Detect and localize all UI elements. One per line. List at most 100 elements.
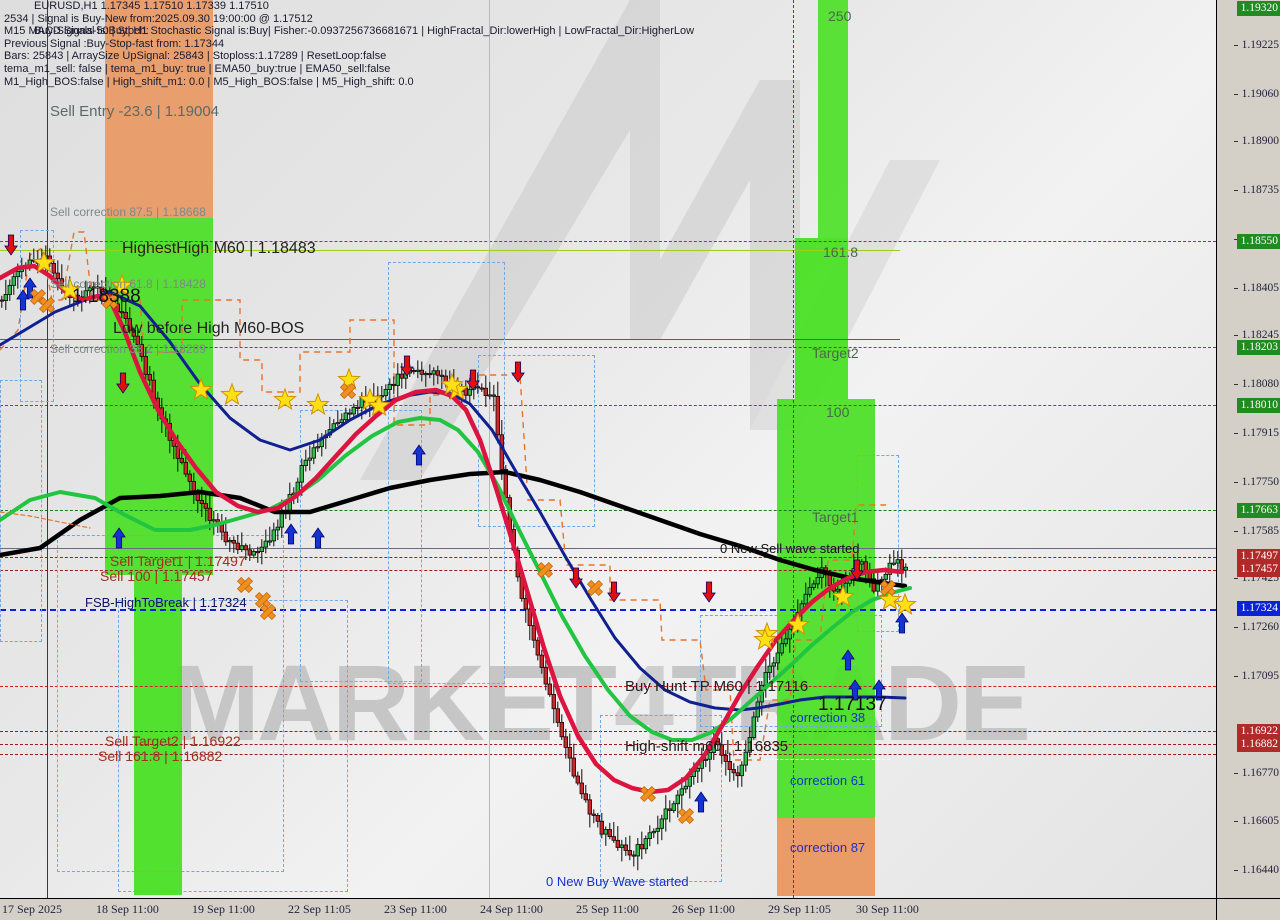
- price-tick: 1.16440: [1233, 864, 1279, 876]
- annotation-sell-entry: Sell Entry -23.6 | 1.19004: [50, 103, 219, 120]
- sell-arrow-icon: [466, 369, 480, 391]
- price-tick: 1.16605: [1233, 815, 1279, 827]
- price-pill-1-18203[interactable]: 1.18203: [1236, 340, 1280, 355]
- zone-buy-green-left-low: [134, 575, 182, 895]
- signal-star-icon: [189, 377, 213, 401]
- tick-dash: [1233, 384, 1238, 386]
- price-pill-1-17497[interactable]: 1.17497: [1236, 549, 1280, 564]
- annotation-fsb-high-to-break: FSB-HighToBreak | 1.17324: [85, 595, 247, 610]
- tick-dash: [1233, 141, 1238, 143]
- zone-sell-orange-left: [105, 0, 213, 218]
- buy-arrow-icon: [694, 791, 708, 813]
- annotation-new-sell-wave: 0 New Sell wave started: [720, 541, 860, 556]
- zone-buy-green-right-mid: [795, 238, 848, 399]
- time-tick: 18 Sep 11:00: [96, 902, 159, 916]
- tick-dash: [1233, 870, 1238, 872]
- price-pill-1-18550[interactable]: 1.18550: [1236, 234, 1280, 249]
- exit-cross-icon: [677, 807, 695, 825]
- tick-dash: [1233, 239, 1238, 241]
- signal-star-icon: [753, 627, 777, 651]
- price-scale[interactable]: 1.192251.190601.189001.187351.185701.184…: [1216, 0, 1280, 898]
- signal-star-icon: [32, 250, 56, 274]
- price-tick: 1.17915: [1233, 427, 1279, 439]
- header-line-1: 2534 | Signal is Buy-New from:2025.09.30…: [4, 12, 313, 25]
- signal-star-icon: [306, 392, 330, 416]
- buy-arrow-icon: [23, 277, 37, 299]
- signal-star-icon: [440, 372, 464, 396]
- candlestick-series: [0, 245, 908, 871]
- tick-dash: [1233, 772, 1238, 774]
- price-pill-1-16882[interactable]: 1.16882: [1236, 737, 1280, 752]
- exit-cross-icon: [639, 785, 657, 803]
- annotation-sell-correction-382: Sell correction 38.2 | 1.18289: [50, 342, 206, 356]
- sell-arrow-icon: [400, 355, 414, 377]
- price-tick: 1.19060: [1233, 88, 1279, 100]
- annotation-sell-target1: Sell Target1 | 1.17497: [110, 553, 246, 569]
- price-pill-1-17324[interactable]: 1.17324: [1236, 601, 1280, 616]
- signal-star-icon: [58, 277, 82, 301]
- channel-box-9: [0, 380, 42, 642]
- tick-dash: [1233, 93, 1238, 95]
- time-tick: 26 Sep 11:00: [672, 902, 735, 916]
- ma-orange-thin: [0, 511, 91, 529]
- price-tick: 1.18405: [1233, 282, 1279, 294]
- exit-cross-icon: [879, 579, 897, 597]
- price-pill-1-19320[interactable]: 1.19320: [1236, 1, 1280, 16]
- annotation-highest-high: HighestHigh M60 | 1.18483: [122, 240, 316, 257]
- buy-arrow-icon: [895, 612, 909, 634]
- level-1-16835: [0, 754, 1216, 755]
- price-pill-1-16922[interactable]: 1.16922: [1236, 724, 1280, 739]
- channel-box-1: [57, 535, 284, 872]
- annotation-sell-correction-875: Sell correction 87.5 | 1.18668: [50, 205, 206, 219]
- time-tick: 22 Sep 11:05: [288, 902, 351, 916]
- vline-session-2: [489, 0, 490, 898]
- sell-arrow-icon: [850, 559, 864, 581]
- exit-cross-icon: [236, 576, 254, 594]
- signal-star-icon: [220, 382, 244, 406]
- channel-box-8: [857, 455, 899, 632]
- signal-star-icon: [358, 387, 382, 411]
- level-1-17457: [0, 570, 1216, 571]
- annotation-zone-target1: Target1: [812, 509, 859, 525]
- time-axis[interactable]: 17 Sep 2025 18 Sep 11:00 19 Sep 11:00 22 Se…: [0, 898, 1216, 920]
- header-overlay-line: Buy-Signals-50 | Stoch:: [34, 25, 149, 38]
- sell-arrow-icon: [116, 372, 130, 394]
- exit-cross-icon: [254, 591, 272, 609]
- annotation-zone-target2: Target2: [812, 345, 859, 361]
- level-1-17510: [0, 548, 1216, 549]
- channel-box-6: [600, 715, 722, 882]
- sell-arrow-icon: [511, 361, 525, 383]
- price-tick: 1.16770: [1233, 767, 1279, 779]
- level-1-18550: [0, 241, 1216, 242]
- signal-markers: [4, 234, 917, 825]
- time-tick: 23 Sep 11:00: [384, 902, 447, 916]
- time-tick: 30 Sep 11:00: [856, 902, 919, 916]
- buy-arrow-icon: [112, 527, 126, 549]
- header-line-5: tema_m1_sell: false | tema_m1_buy: true …: [4, 62, 391, 75]
- price-tick: 1.18245: [1233, 329, 1279, 341]
- level-1-18289: [0, 339, 900, 340]
- tick-dash: [1233, 190, 1238, 192]
- price-tick: 1.19225: [1233, 39, 1279, 51]
- signal-star-icon: [878, 587, 902, 611]
- header-line-6: M1_High_BOS:false | High_shift_m1: 0.0 |…: [4, 75, 414, 88]
- annotation-zone-1618: 161.8: [823, 244, 859, 260]
- annotation-zone-100: 100: [826, 404, 850, 420]
- tick-dash: [1233, 676, 1238, 678]
- channel-box-4: [300, 410, 422, 682]
- price-pill-1-17663[interactable]: 1.17663: [1236, 503, 1280, 518]
- price-pill-1-18010[interactable]: 1.18010: [1236, 398, 1280, 413]
- time-tick: 29 Sep 11:05: [768, 902, 831, 916]
- price-pill-1-17457[interactable]: 1.17457: [1236, 562, 1280, 577]
- annotation-sell-correction-618: Sell correction 61.8 | 1.18428: [50, 277, 206, 291]
- annotation-price-18388: 1.18388: [72, 286, 141, 307]
- buy-arrow-icon: [16, 289, 30, 311]
- signal-star-icon: [337, 367, 361, 391]
- sell-arrow-icon: [569, 567, 583, 589]
- sell-arrow-icon: [607, 581, 621, 603]
- chart-plot-area[interactable]: MARKET4TRADE: [0, 0, 1216, 898]
- sell-arrow-icon: [702, 581, 716, 603]
- tick-dash: [1233, 482, 1238, 484]
- ma-black-line: [0, 469, 908, 589]
- signal-star-icon: [831, 584, 855, 608]
